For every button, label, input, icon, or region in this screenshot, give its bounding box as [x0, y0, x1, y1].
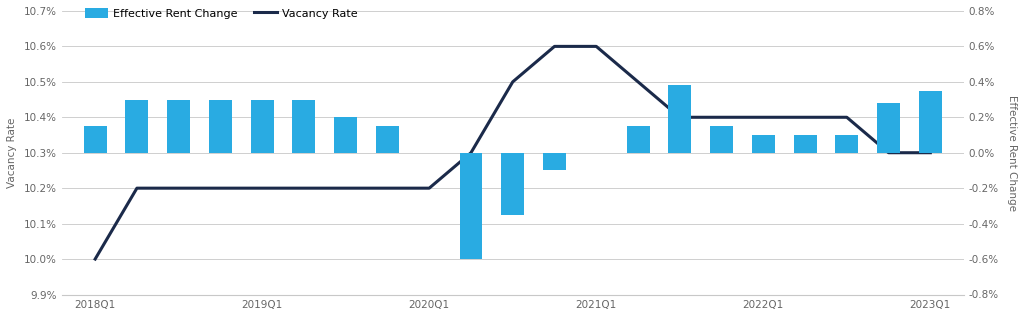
Bar [543, 153, 566, 171]
Legend: Effective Rent Change, Vacancy Rate: Effective Rent Change, Vacancy Rate [85, 8, 357, 19]
Bar [334, 117, 357, 153]
Bar [502, 153, 524, 215]
Bar [669, 85, 691, 153]
Y-axis label: Effective Rent Change: Effective Rent Change [1007, 95, 1017, 211]
Bar [84, 126, 106, 153]
Bar [627, 126, 649, 153]
Bar [878, 103, 900, 153]
Bar [460, 153, 482, 259]
Bar [376, 126, 399, 153]
Bar [836, 135, 858, 153]
Bar [167, 100, 190, 153]
Bar [919, 91, 942, 153]
Bar [209, 100, 231, 153]
Bar [710, 126, 733, 153]
Bar [752, 135, 775, 153]
Bar [125, 100, 148, 153]
Bar [251, 100, 273, 153]
Y-axis label: Vacancy Rate: Vacancy Rate [7, 118, 17, 188]
Bar [794, 135, 816, 153]
Bar [293, 100, 315, 153]
